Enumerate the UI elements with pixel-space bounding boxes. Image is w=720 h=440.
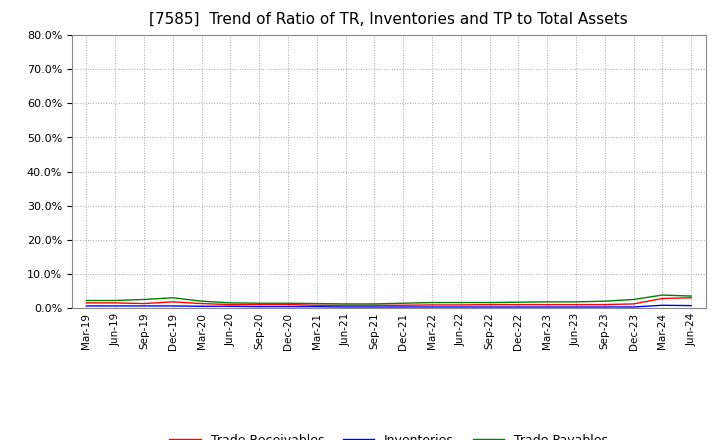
Trade Receivables (341, 303, 350, 308)
Trade Receivables (485, 302, 494, 307)
Line: Inventories: Inventories (86, 305, 691, 307)
Trade Payables (514, 300, 523, 305)
Inventories (111, 303, 120, 308)
Trade Payables (658, 293, 667, 298)
Inventories (629, 304, 638, 310)
Trade Payables (255, 301, 264, 306)
Inventories (140, 303, 148, 308)
Inventories (428, 304, 436, 310)
Trade Payables (687, 293, 696, 299)
Inventories (687, 303, 696, 308)
Trade Receivables (140, 301, 148, 306)
Trade Receivables (428, 302, 436, 308)
Inventories (399, 304, 408, 310)
Trade Payables (600, 299, 609, 304)
Trade Payables (284, 301, 292, 306)
Inventories (284, 304, 292, 309)
Inventories (226, 304, 235, 309)
Trade Receivables (82, 300, 91, 305)
Trade Receivables (312, 303, 321, 308)
Trade Payables (572, 299, 580, 304)
Inventories (572, 304, 580, 310)
Trade Receivables (629, 301, 638, 307)
Inventories (312, 304, 321, 309)
Trade Payables (428, 300, 436, 305)
Trade Payables (543, 299, 552, 304)
Trade Payables (140, 297, 148, 302)
Line: Trade Receivables: Trade Receivables (86, 298, 691, 305)
Trade Payables (629, 297, 638, 302)
Trade Receivables (658, 296, 667, 301)
Legend: Trade Receivables, Inventories, Trade Payables: Trade Receivables, Inventories, Trade Pa… (164, 429, 613, 440)
Inventories (82, 303, 91, 308)
Trade Payables (197, 299, 206, 304)
Inventories (658, 303, 667, 308)
Trade Receivables (543, 302, 552, 307)
Inventories (197, 304, 206, 309)
Inventories (456, 304, 465, 310)
Inventories (168, 303, 177, 308)
Trade Payables (82, 298, 91, 303)
Trade Receivables (600, 302, 609, 307)
Inventories (370, 304, 379, 310)
Trade Receivables (284, 302, 292, 307)
Trade Payables (456, 300, 465, 305)
Trade Payables (341, 301, 350, 307)
Trade Receivables (370, 303, 379, 308)
Title: [7585]  Trend of Ratio of TR, Inventories and TP to Total Assets: [7585] Trend of Ratio of TR, Inventories… (150, 12, 628, 27)
Trade Payables (312, 301, 321, 306)
Trade Receivables (399, 303, 408, 308)
Trade Payables (485, 300, 494, 305)
Inventories (485, 304, 494, 310)
Trade Receivables (197, 301, 206, 306)
Trade Receivables (456, 302, 465, 308)
Inventories (255, 304, 264, 309)
Trade Receivables (168, 299, 177, 304)
Inventories (514, 304, 523, 310)
Trade Payables (399, 301, 408, 306)
Trade Receivables (514, 302, 523, 307)
Trade Receivables (226, 302, 235, 307)
Trade Payables (226, 300, 235, 305)
Trade Payables (168, 295, 177, 301)
Trade Receivables (572, 302, 580, 307)
Inventories (543, 304, 552, 310)
Inventories (600, 304, 609, 310)
Trade Payables (111, 298, 120, 303)
Trade Receivables (111, 300, 120, 305)
Trade Receivables (687, 295, 696, 301)
Line: Trade Payables: Trade Payables (86, 295, 691, 304)
Trade Payables (370, 301, 379, 307)
Trade Receivables (255, 302, 264, 307)
Inventories (341, 304, 350, 310)
